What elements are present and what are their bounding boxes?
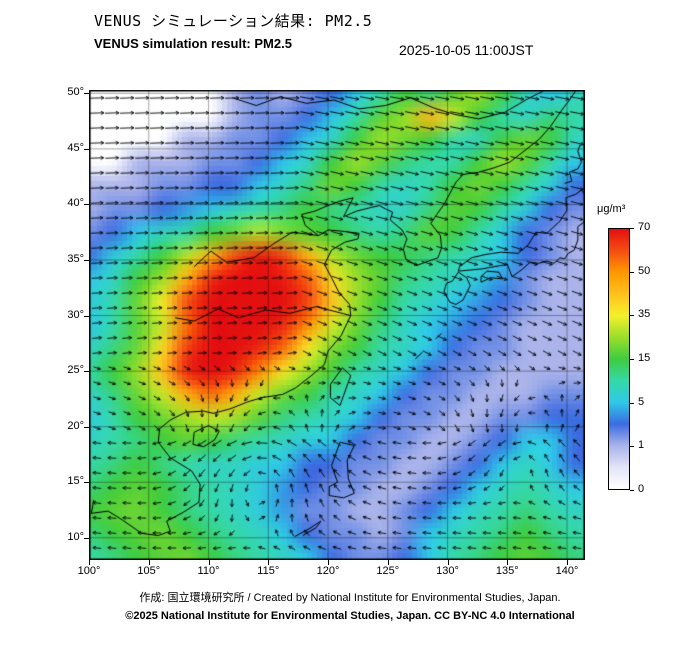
colorbar-tick-mark — [630, 228, 634, 229]
y-axis-tick-label: 50° — [67, 86, 84, 99]
y-axis-tick-label: 10° — [67, 530, 84, 543]
x-axis-tick-label: 135° — [495, 565, 519, 577]
y-axis-tick-label: 20° — [67, 419, 84, 432]
x-axis-tick-mark — [387, 560, 389, 565]
colorbar-tick-label: 1 — [638, 439, 645, 452]
y-axis-tick-label: 35° — [67, 253, 84, 265]
y-axis-tick-mark — [84, 148, 89, 150]
x-axis-tick-label: 105° — [137, 565, 161, 577]
y-axis-tick-mark — [84, 537, 89, 539]
y-axis-tick-label: 45° — [67, 141, 84, 154]
x-axis-tick-label: 120° — [316, 565, 340, 577]
y-axis-tick-mark — [84, 315, 89, 317]
x-axis-tick-mark — [268, 560, 270, 565]
y-axis-tick-mark — [84, 204, 89, 206]
y-axis-tick-mark — [84, 482, 89, 484]
y-axis-tick-mark — [84, 371, 89, 373]
colorbar-tick-label: 5 — [638, 395, 645, 408]
x-axis-tick-mark — [89, 560, 90, 565]
simulation-timestamp: 2025-10-05 11:00JST — [399, 42, 534, 58]
colorbar-tick-mark — [630, 490, 634, 491]
y-axis-tick-mark — [84, 260, 89, 261]
colorbar-tick-label: 15 — [638, 352, 651, 364]
x-axis-tick-label: 125° — [376, 565, 400, 577]
colorbar — [608, 228, 630, 490]
y-axis-tick-label: 25° — [67, 364, 84, 377]
x-axis-tick-label: 140° — [555, 565, 579, 577]
x-axis-tick-mark — [208, 560, 210, 565]
y-axis-tick-label: 40° — [67, 197, 84, 210]
pm25-concentration-map — [89, 90, 585, 560]
license-line: ©2025 National Institute for Environment… — [125, 610, 575, 622]
colorbar-tick-label: 35 — [638, 308, 651, 321]
y-axis-tick-mark — [84, 426, 89, 428]
colorbar-tick-label: 0 — [638, 483, 645, 495]
colorbar-tick-mark — [630, 315, 634, 317]
x-axis-tick-label: 130° — [436, 565, 459, 577]
x-axis-tick-label: 115° — [257, 565, 280, 577]
x-axis-tick-mark — [447, 560, 449, 565]
y-axis-tick-mark — [84, 93, 89, 95]
x-axis-tick-mark — [507, 560, 509, 565]
figure-title-japanese: VENUS シミュレーション結果: PM2.5 — [94, 12, 373, 30]
colorbar-tick-mark — [630, 402, 634, 404]
x-axis-tick-mark — [567, 560, 569, 565]
x-axis-tick-mark — [328, 560, 330, 565]
colorbar-tick-mark — [630, 446, 634, 448]
colorbar-tick-label: 70 — [638, 221, 651, 233]
y-axis-tick-label: 30° — [67, 308, 84, 321]
figure-title-english: VENUS simulation result: PM2.5 — [94, 36, 292, 51]
colorbar-tick-mark — [630, 359, 634, 360]
credit-line: 作成: 国立環境研究所 / Created by National Instit… — [139, 592, 561, 604]
y-axis-tick-label: 15° — [67, 475, 84, 488]
colorbar-tick-mark — [630, 271, 634, 273]
x-axis-tick-mark — [148, 560, 150, 565]
colorbar-unit-label: μg/m³ — [597, 203, 626, 215]
x-axis-tick-label: 110° — [197, 565, 220, 577]
x-axis-tick-label: 100° — [77, 565, 101, 577]
colorbar-tick-label: 50 — [638, 264, 651, 277]
